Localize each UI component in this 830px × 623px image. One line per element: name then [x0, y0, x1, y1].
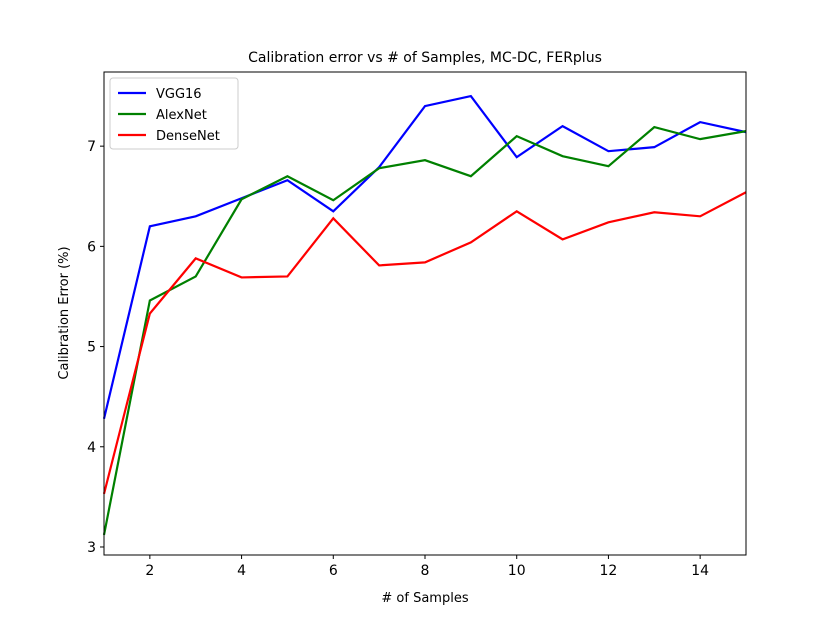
y-tick-label: 3 [87, 540, 96, 556]
y-axis-label: Calibration Error (%) [57, 246, 72, 379]
chart-title: Calibration error vs # of Samples, MC-DC… [248, 50, 602, 66]
x-axis-label: # of Samples [381, 591, 468, 606]
x-tick-label: 6 [329, 563, 338, 579]
x-tick-label: 4 [237, 563, 246, 579]
legend-label: DenseNet [156, 129, 220, 144]
x-tick-label: 2 [145, 563, 154, 579]
plot-frame [103, 71, 747, 556]
legend-label: AlexNet [156, 108, 207, 123]
legend-box [109, 77, 239, 150]
series-line [102, 191, 747, 495]
series-line [102, 94, 747, 419]
x-tick-label: 14 [691, 563, 709, 579]
x-tick-label: 10 [508, 563, 526, 579]
x-tick-label: 12 [600, 563, 618, 579]
x-tick-label: 8 [421, 563, 430, 579]
y-tick-label: 7 [87, 139, 96, 155]
y-tick-label: 6 [87, 239, 96, 255]
y-tick-label: 4 [87, 440, 96, 456]
series-line [102, 125, 747, 536]
y-tick-label: 5 [87, 340, 96, 356]
legend-label: VGG16 [156, 87, 202, 102]
